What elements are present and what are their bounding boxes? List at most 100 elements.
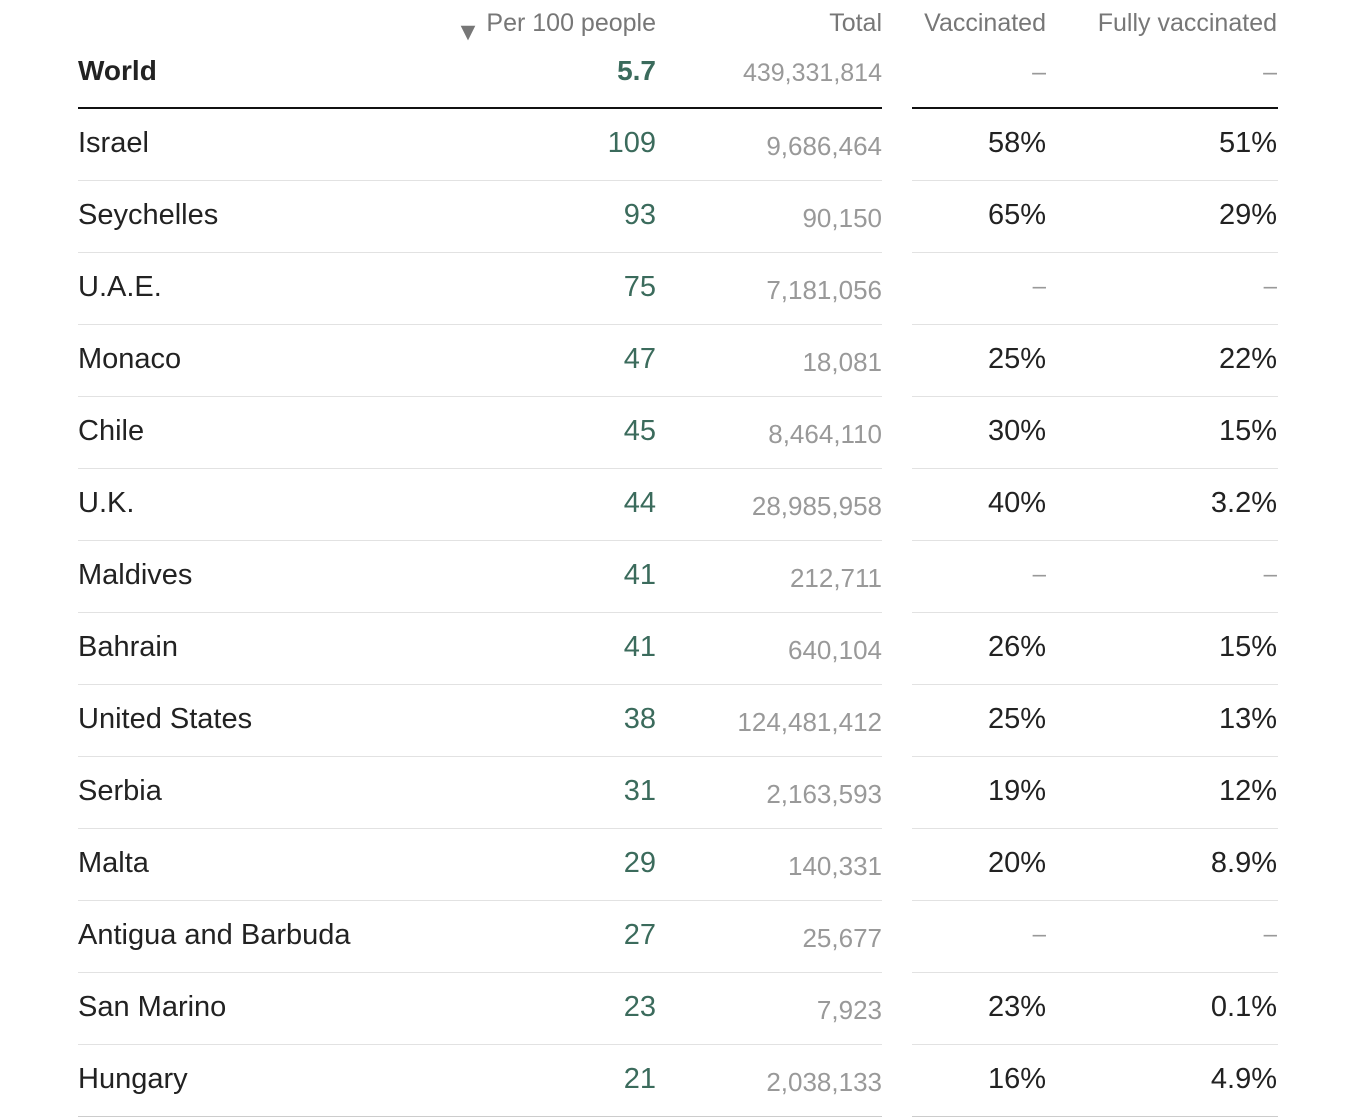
total-value: 212,711 bbox=[789, 563, 882, 593]
per100-value: 29 bbox=[623, 847, 656, 879]
world-total-value: 439,331,814 bbox=[742, 59, 882, 87]
row-divider bbox=[912, 396, 1278, 397]
row-divider bbox=[912, 1044, 1278, 1045]
fully-vaccinated-value: 12% bbox=[1218, 775, 1277, 807]
table-row: Bahrain 41 640,104 26% 15% bbox=[0, 613, 1367, 685]
world-fully-vaccinated-value: – bbox=[1263, 58, 1277, 86]
fully-vaccinated-value: 29% bbox=[1218, 199, 1277, 231]
total-column-header[interactable]: Total bbox=[829, 9, 882, 37]
row-divider bbox=[78, 828, 882, 829]
row-divider bbox=[912, 828, 1278, 829]
row-divider bbox=[78, 612, 882, 613]
total-value: 8,464,110 bbox=[768, 419, 882, 449]
table-row: Maldives 41 212,711 – – bbox=[0, 541, 1367, 613]
country-name: Bahrain bbox=[78, 631, 178, 663]
table-row: United States 38 124,481,412 25% 13% bbox=[0, 685, 1367, 757]
sort-descending-icon: ▼ bbox=[455, 18, 481, 46]
total-value: 2,163,593 bbox=[766, 779, 882, 809]
fully-vaccinated-value: – bbox=[1263, 273, 1277, 300]
row-divider bbox=[912, 324, 1278, 325]
total-value: 18,081 bbox=[802, 347, 882, 377]
fully-vaccinated-value: 51% bbox=[1218, 127, 1277, 159]
total-value: 124,481,412 bbox=[737, 707, 882, 737]
vaccinated-value: 25% bbox=[987, 343, 1046, 375]
fully-vaccinated-value: – bbox=[1263, 921, 1277, 948]
fully-vaccinated-value: 13% bbox=[1218, 703, 1277, 735]
fully-vaccinated-value: 8.9% bbox=[1210, 847, 1277, 879]
vaccinated-value: 19% bbox=[987, 775, 1046, 807]
fully-vaccinated-value: 3.2% bbox=[1210, 487, 1277, 519]
country-name: Serbia bbox=[78, 775, 162, 807]
vaccinated-value: 23% bbox=[987, 991, 1046, 1023]
country-name: San Marino bbox=[78, 991, 227, 1023]
country-name: Israel bbox=[78, 127, 149, 159]
vaccinated-value: – bbox=[1032, 273, 1046, 300]
total-value: 140,331 bbox=[788, 851, 882, 881]
row-divider bbox=[912, 612, 1278, 613]
total-value: 2,038,133 bbox=[766, 1067, 882, 1097]
table-row: Antigua and Barbuda 27 25,677 – – bbox=[0, 901, 1367, 973]
table-row: Monaco 47 18,081 25% 22% bbox=[0, 325, 1367, 397]
row-divider bbox=[78, 252, 882, 253]
row-divider bbox=[78, 396, 882, 397]
row-divider bbox=[78, 756, 882, 757]
country-name: Monaco bbox=[78, 343, 182, 375]
vaccinated-value: 20% bbox=[987, 847, 1046, 879]
fully-vaccinated-column-header[interactable]: Fully vaccinated bbox=[1097, 9, 1277, 37]
country-name: Malta bbox=[78, 847, 149, 879]
country-name: Antigua and Barbuda bbox=[78, 919, 351, 951]
total-value: 7,181,056 bbox=[766, 275, 882, 305]
total-value: 90,150 bbox=[802, 203, 882, 233]
row-divider bbox=[912, 252, 1278, 253]
row-divider bbox=[912, 684, 1278, 685]
total-value: 640,104 bbox=[788, 635, 882, 665]
total-value: 7,923 bbox=[816, 995, 882, 1025]
row-divider bbox=[78, 900, 882, 901]
country-name: Chile bbox=[78, 415, 145, 447]
country-table-body: Israel 109 9,686,464 58% 51% Seychelles 93 90,1… bbox=[0, 109, 1367, 1117]
country-name: Hungary bbox=[78, 1063, 188, 1095]
vaccinated-value: 25% bbox=[987, 703, 1046, 735]
per100-value: 75 bbox=[623, 271, 656, 303]
table-row: Malta 29 140,331 20% 8.9% bbox=[0, 829, 1367, 901]
vaccinated-value: 65% bbox=[987, 199, 1046, 231]
table-row: U.A.E. 75 7,181,056 – – bbox=[0, 253, 1367, 325]
per100-value: 41 bbox=[623, 631, 656, 663]
row-divider bbox=[78, 324, 882, 325]
row-divider bbox=[78, 540, 882, 541]
vaccinated-value: 40% bbox=[987, 487, 1046, 519]
table-row: Seychelles 93 90,150 65% 29% bbox=[0, 181, 1367, 253]
vaccinated-value: 16% bbox=[987, 1063, 1046, 1095]
vaccinated-column-header[interactable]: Vaccinated bbox=[924, 9, 1046, 37]
world-summary-row: World 5.7 439,331,814 – – bbox=[0, 50, 1367, 108]
per100-value: 44 bbox=[623, 487, 656, 519]
table-row: Chile 45 8,464,110 30% 15% bbox=[0, 397, 1367, 469]
per100-column-header[interactable]: ▼ Per 100 people bbox=[456, 9, 656, 46]
total-value: 28,985,958 bbox=[751, 491, 882, 521]
vaccinated-value: 58% bbox=[987, 127, 1046, 159]
vaccinated-value: – bbox=[1032, 921, 1046, 948]
vaccinated-value: 26% bbox=[987, 631, 1046, 663]
vaccinated-value: – bbox=[1032, 561, 1046, 588]
per100-value: 31 bbox=[623, 775, 656, 807]
row-divider bbox=[78, 972, 882, 973]
row-divider bbox=[912, 540, 1278, 541]
row-divider bbox=[912, 468, 1278, 469]
row-divider bbox=[78, 180, 882, 181]
world-label: World bbox=[78, 55, 157, 86]
total-value: 25,677 bbox=[802, 923, 882, 953]
row-divider bbox=[78, 684, 882, 685]
per100-value: 109 bbox=[607, 127, 656, 159]
per100-value: 38 bbox=[623, 703, 656, 735]
row-divider bbox=[78, 1044, 882, 1045]
per100-value: 21 bbox=[623, 1063, 656, 1095]
table-row: U.K. 44 28,985,958 40% 3.2% bbox=[0, 469, 1367, 541]
country-name: Seychelles bbox=[78, 199, 219, 231]
table-row: Serbia 31 2,163,593 19% 12% bbox=[0, 757, 1367, 829]
country-name: Maldives bbox=[78, 559, 193, 591]
country-name: U.K. bbox=[78, 487, 135, 519]
row-divider bbox=[912, 180, 1278, 181]
fully-vaccinated-value: 4.9% bbox=[1210, 1063, 1277, 1095]
table-row: Israel 109 9,686,464 58% 51% bbox=[0, 109, 1367, 181]
per100-value: 23 bbox=[623, 991, 656, 1023]
